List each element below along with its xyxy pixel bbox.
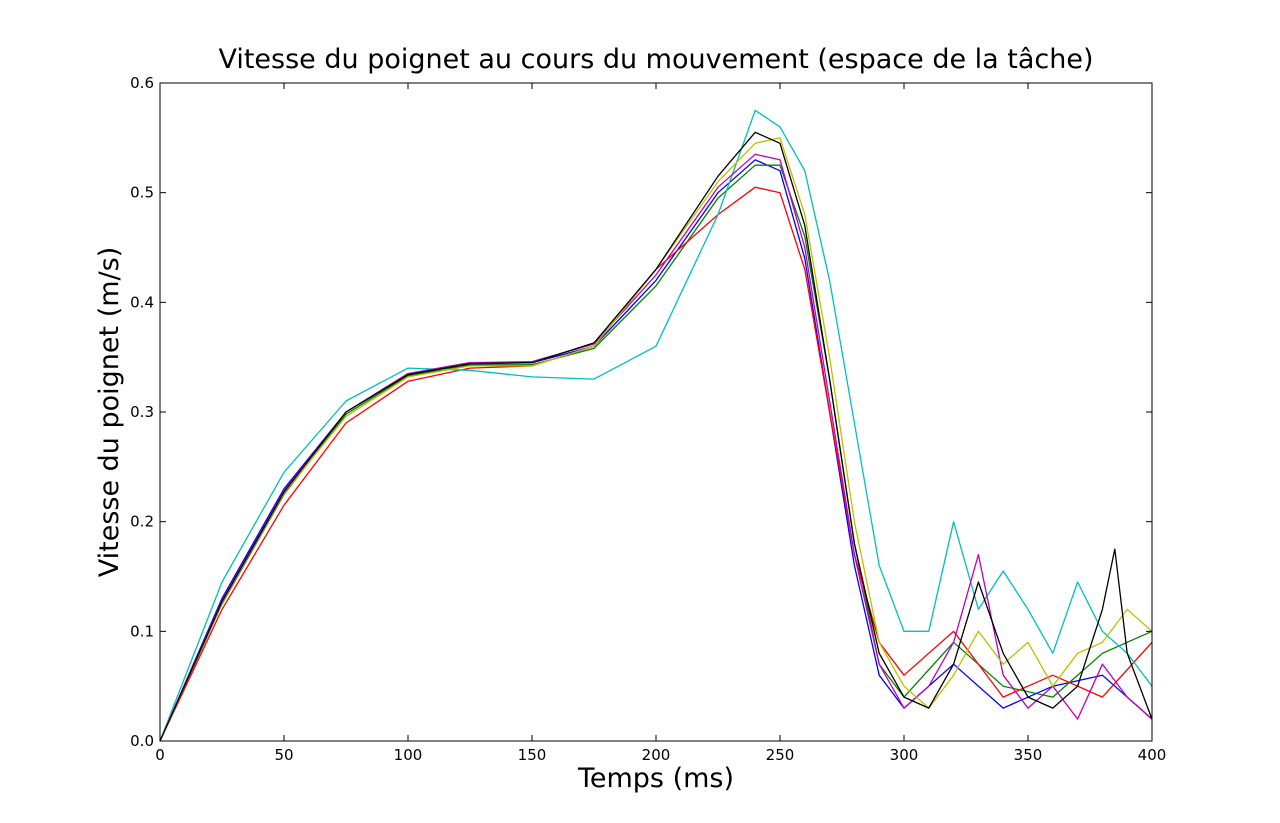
series-line-3 — [159, 109, 1153, 742]
y-tick-label: 0.0 — [130, 732, 154, 750]
y-tick-label: 0.5 — [130, 184, 154, 202]
x-tick-label: 300 — [890, 746, 919, 764]
y-axis-label: Vitesse du poignet (m/s) — [94, 247, 125, 577]
x-axis-label: Temps (ms) — [577, 763, 734, 794]
plot-lines — [159, 109, 1153, 742]
y-tick-label: 0.3 — [130, 403, 154, 421]
series-line-1 — [159, 164, 1153, 742]
x-tick-label: 50 — [274, 746, 293, 764]
y-axis: 0.0 0.1 0.2 0.3 0.4 0.5 0.6 — [130, 74, 1152, 750]
series-line-6 — [159, 131, 1153, 742]
x-tick-label: 350 — [1014, 746, 1043, 764]
x-tick-label: 0 — [155, 746, 165, 764]
x-tick-label: 150 — [518, 746, 547, 764]
x-tick-label: 100 — [394, 746, 423, 764]
x-tick-label: 400 — [1138, 746, 1167, 764]
series-line-5 — [159, 137, 1153, 742]
series-line-2 — [159, 186, 1153, 742]
y-tick-label: 0.6 — [130, 74, 154, 92]
x-tick-label: 200 — [642, 746, 671, 764]
plot-frame — [159, 82, 1153, 742]
y-tick-label: 0.2 — [130, 513, 154, 531]
chart-title: Vitesse du poignet au cours du mouvement… — [218, 44, 1093, 75]
x-tick-label: 250 — [766, 746, 795, 764]
y-tick-label: 0.4 — [130, 293, 154, 311]
series-line-4 — [159, 153, 1153, 742]
x-axis: 0 50 100 150 200 250 300 350 400 — [155, 83, 1166, 764]
y-tick-label: 0.1 — [130, 622, 154, 640]
